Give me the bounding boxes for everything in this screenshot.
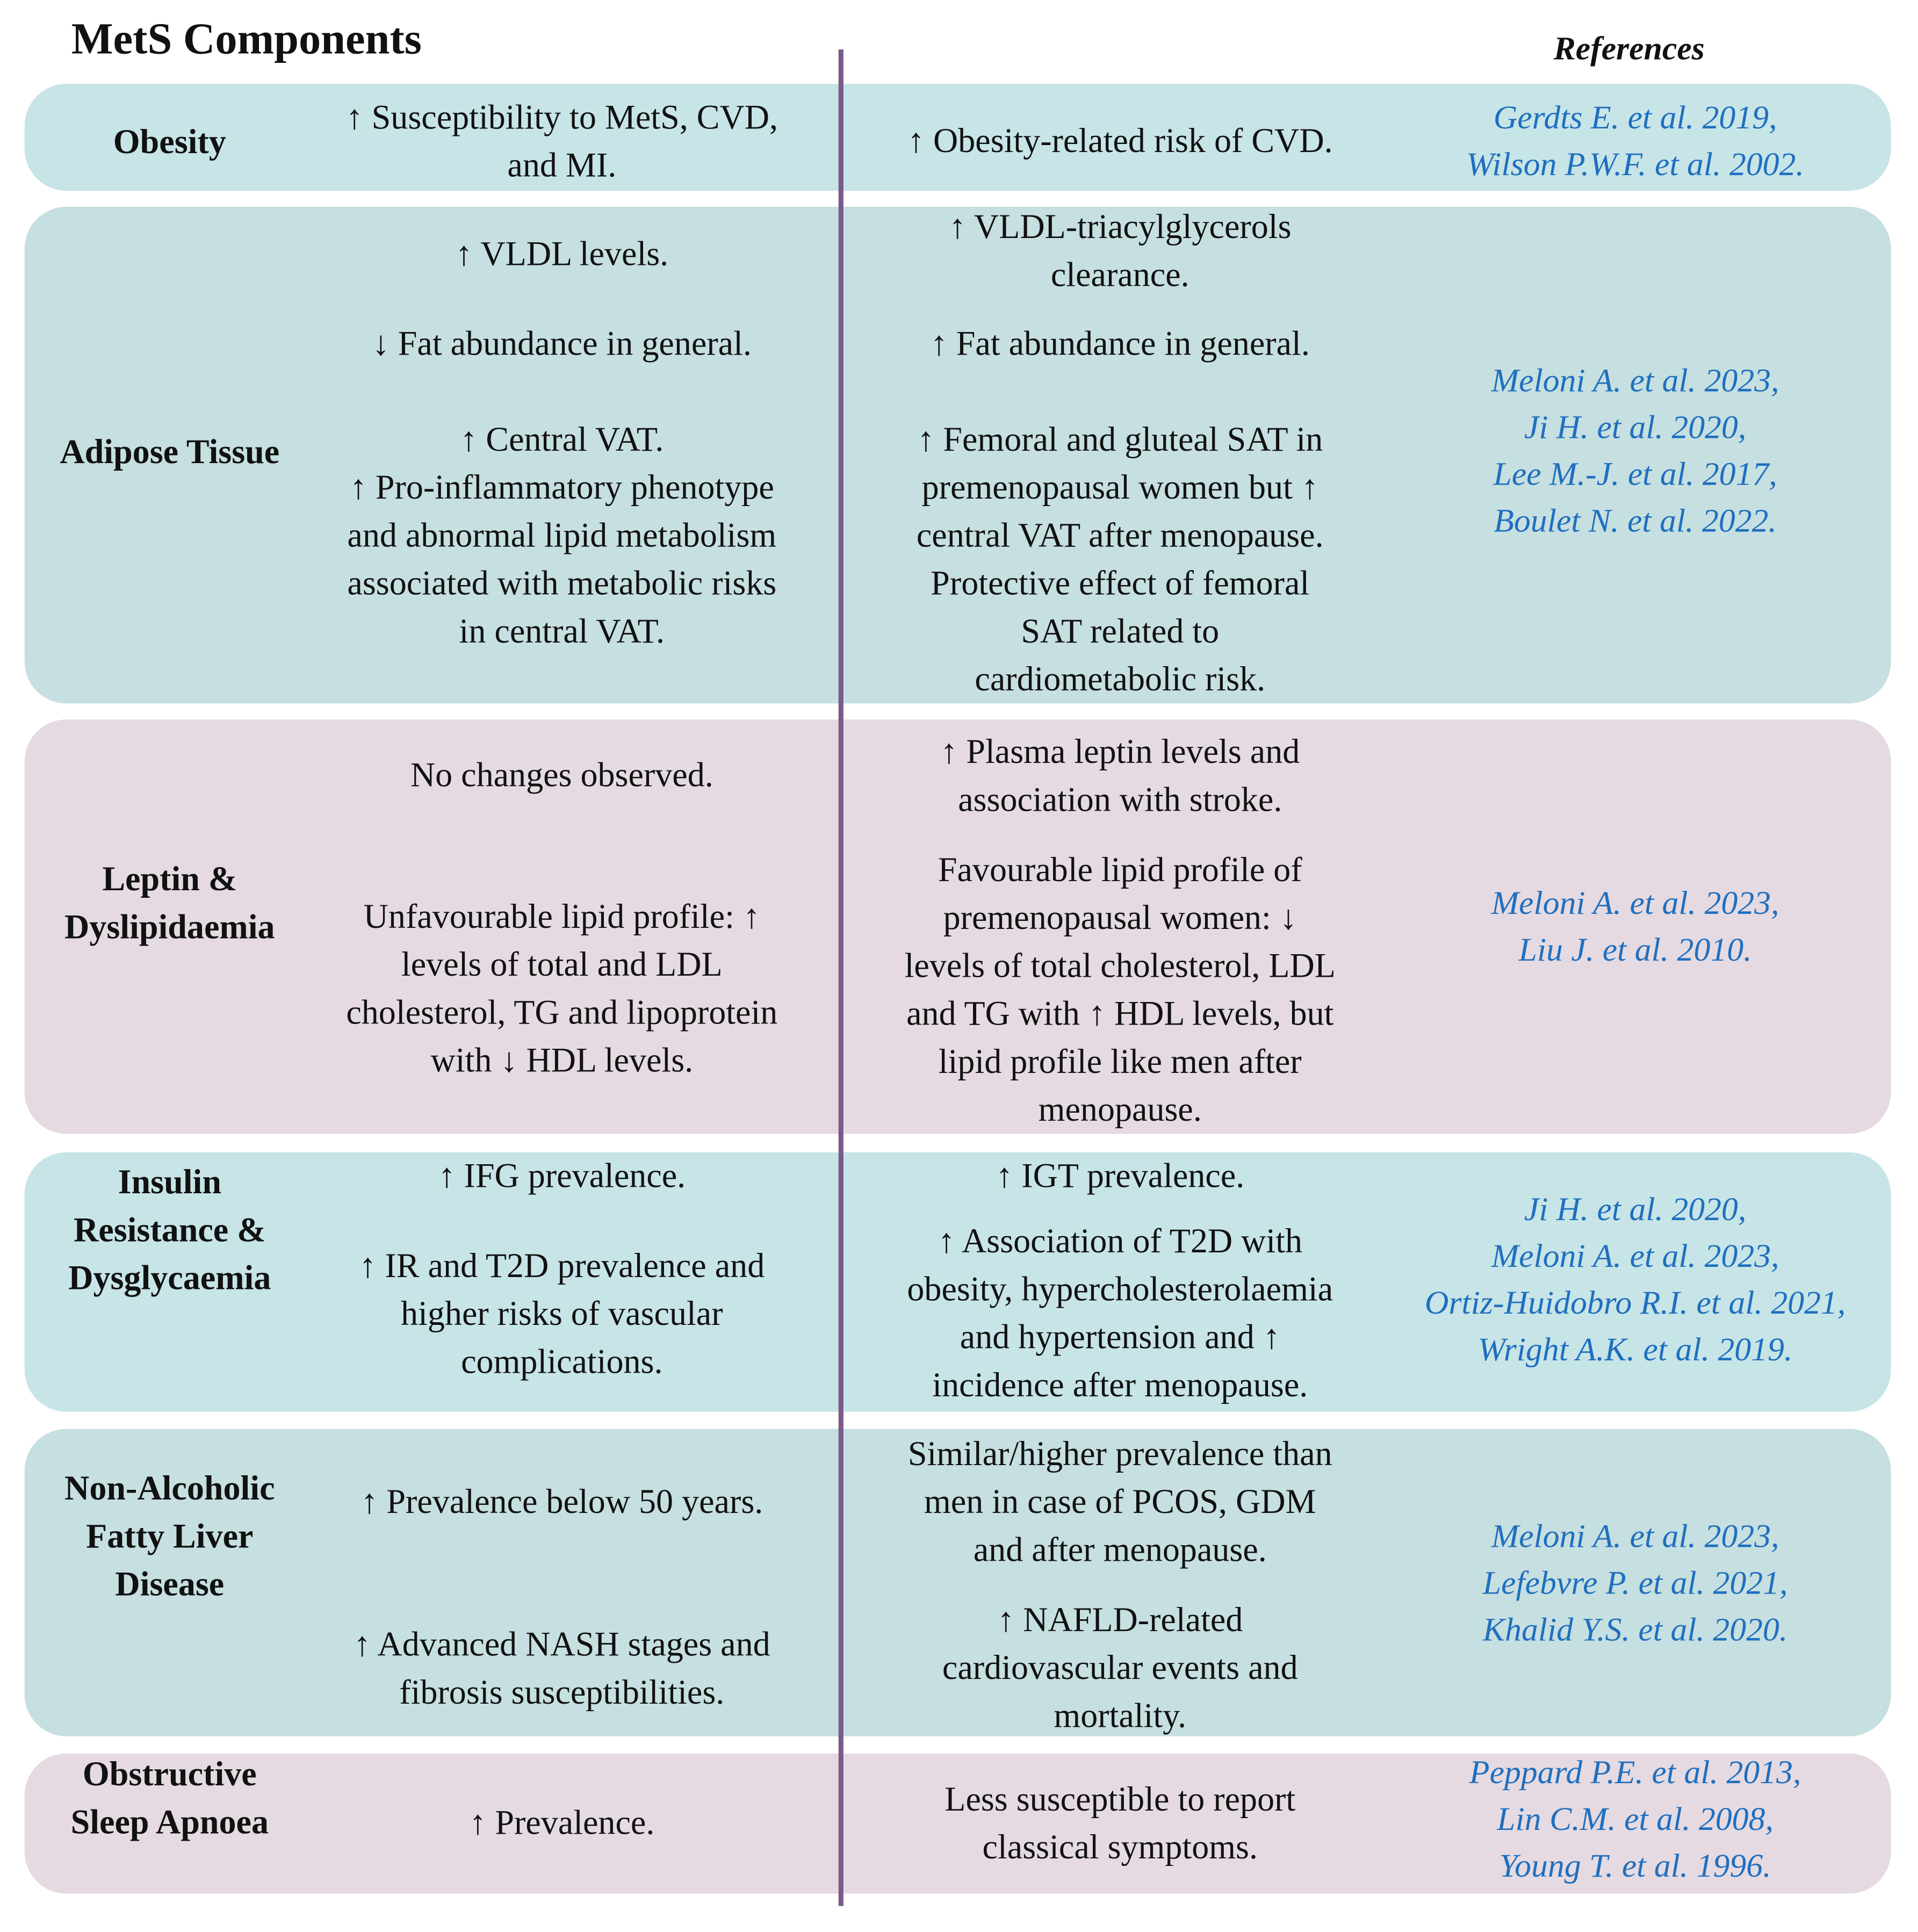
men-text: fibrosis susceptibilities. xyxy=(399,1673,724,1711)
women-text: ↑ NAFLD-related xyxy=(997,1601,1243,1639)
reference: Young T. et al. 1996. xyxy=(1499,1848,1771,1884)
row-box xyxy=(24,84,1891,191)
men-text: and abnormal lipid metabolism xyxy=(347,516,776,554)
reference: Peppard P.E. et al. 2013, xyxy=(1469,1754,1801,1791)
men-text: complications. xyxy=(461,1342,662,1380)
women-text: cardiometabolic risk. xyxy=(975,660,1265,698)
men-text: ↑ Prevalence. xyxy=(469,1803,654,1841)
women-text: ↑ Femoral and gluteal SAT in xyxy=(917,420,1323,458)
reference: Boulet N. et al. 2022. xyxy=(1494,502,1777,539)
men-text: ↑ IR and T2D prevalence and xyxy=(359,1246,765,1285)
women-text: clearance. xyxy=(1051,255,1189,293)
component-label: Adipose Tissue xyxy=(60,432,279,471)
women-text: and hypertension and ↑ xyxy=(960,1318,1280,1356)
men-text: in central VAT. xyxy=(459,612,665,650)
men-text: and MI. xyxy=(507,146,616,184)
reference: Lin C.M. et al. 2008, xyxy=(1496,1801,1773,1837)
men-text: Unfavourable lipid profile: ↑ xyxy=(364,897,760,935)
component-label: Obstructive xyxy=(83,1755,257,1793)
women-text: ↑ Association of T2D with xyxy=(938,1222,1302,1260)
women-text: and after menopause. xyxy=(974,1530,1267,1568)
men-text: ↑ IFG prevalence. xyxy=(438,1157,686,1195)
component-label: Insulin xyxy=(118,1163,221,1201)
women-text: and TG with ↑ HDL levels, but xyxy=(906,994,1334,1033)
women-text: ↑ Plasma leptin levels and xyxy=(940,732,1300,770)
component-label: Sleep Apnoea xyxy=(71,1803,269,1841)
reference: Meloni A. et al. 2023, xyxy=(1491,885,1779,921)
component-label: Dysglycaemia xyxy=(68,1259,271,1297)
women-text: SAT related to xyxy=(1021,612,1219,650)
men-text: ↑ Pro-inflammatory phenotype xyxy=(350,468,774,506)
men-text: ↑ VLDL levels. xyxy=(455,234,668,272)
women-text: ↑ Fat abundance in general. xyxy=(931,324,1310,362)
women-text: menopause. xyxy=(1039,1090,1202,1128)
references-header: References xyxy=(1553,31,1705,67)
row-box xyxy=(24,1753,1891,1894)
component-label: Leptin & xyxy=(102,860,237,898)
reference: Meloni A. et al. 2023, xyxy=(1491,1238,1779,1274)
women-text: premenopausal women but ↑ xyxy=(922,468,1318,506)
component-label: Disease xyxy=(115,1565,224,1603)
women-text: incidence after menopause. xyxy=(932,1366,1308,1404)
row-box xyxy=(24,1429,1891,1736)
women-text: lipid profile like men after xyxy=(939,1042,1302,1080)
women-text: levels of total cholesterol, LDL xyxy=(905,946,1336,984)
reference: Meloni A. et al. 2023, xyxy=(1491,1518,1779,1555)
men-text: ↓ Fat abundance in general. xyxy=(372,324,752,362)
men-text: ↑ Advanced NASH stages and xyxy=(354,1625,770,1663)
reference: Ortiz-Huidobro R.I. et al. 2021, xyxy=(1425,1285,1845,1321)
reference: Gerdts E. et al. 2019, xyxy=(1494,99,1777,136)
women-text: central VAT after menopause. xyxy=(917,516,1324,554)
women-text: obesity, hypercholesterolaemia xyxy=(907,1270,1333,1308)
component-label: Resistance & xyxy=(74,1210,266,1249)
reference: Khalid Y.S. et al. 2020. xyxy=(1482,1612,1787,1648)
men-text: higher risks of vascular xyxy=(401,1294,723,1332)
women-text: premenopausal women: ↓ xyxy=(943,898,1297,936)
reference: Wilson P.W.F. et al. 2002. xyxy=(1466,146,1804,183)
women-text: mortality. xyxy=(1054,1696,1186,1734)
women-text: ↑ Obesity-related risk of CVD. xyxy=(907,121,1333,160)
reference: Lefebvre P. et al. 2021, xyxy=(1482,1565,1788,1602)
reference: Lee M.-J. et al. 2017, xyxy=(1493,456,1777,493)
men-text: cholesterol, TG and lipoprotein xyxy=(346,993,777,1031)
component-label: Dyslipidaemia xyxy=(64,907,275,946)
women-text: Protective effect of femoral xyxy=(931,564,1309,602)
row-box xyxy=(24,719,1891,1134)
women-text: association with stroke. xyxy=(958,780,1282,818)
women-text: ↑ VLDL-triacylglycerols xyxy=(949,207,1291,246)
reference: Wright A.K. et al. 2019. xyxy=(1478,1331,1793,1368)
reference: Liu J. et al. 2010. xyxy=(1518,932,1752,968)
reference: Ji H. et al. 2020, xyxy=(1524,409,1746,446)
men-text: associated with metabolic risks xyxy=(347,564,776,602)
women-text: men in case of PCOS, GDM xyxy=(924,1482,1316,1520)
reference: Meloni A. et al. 2023, xyxy=(1491,363,1779,399)
component-label: Obesity xyxy=(113,122,226,161)
women-text: cardiovascular events and xyxy=(942,1648,1298,1686)
women-text: Less susceptible to report xyxy=(944,1780,1295,1818)
men-text: ↑ Central VAT. xyxy=(460,420,664,458)
women-text: Similar/higher prevalence than xyxy=(908,1434,1332,1473)
men-text: with ↓ HDL levels. xyxy=(430,1041,693,1079)
row-box xyxy=(24,1152,1891,1412)
men-text: levels of total and LDL xyxy=(401,945,723,983)
row-box xyxy=(24,206,1891,704)
women-text: classical symptoms. xyxy=(983,1828,1258,1866)
men-text: ↑ Prevalence below 50 years. xyxy=(360,1482,763,1520)
reference: Ji H. et al. 2020, xyxy=(1524,1191,1746,1228)
component-label: Non-Alcoholic xyxy=(64,1469,275,1507)
women-text: ↑ IGT prevalence. xyxy=(996,1157,1244,1195)
men-text: No changes observed. xyxy=(410,756,713,794)
component-label: Fatty Liver xyxy=(86,1517,253,1555)
men-text: ↑ Susceptibility to MetS, CVD, xyxy=(346,98,778,136)
title: MetS Components xyxy=(71,14,422,63)
women-text: Favourable lipid profile of xyxy=(938,850,1302,889)
